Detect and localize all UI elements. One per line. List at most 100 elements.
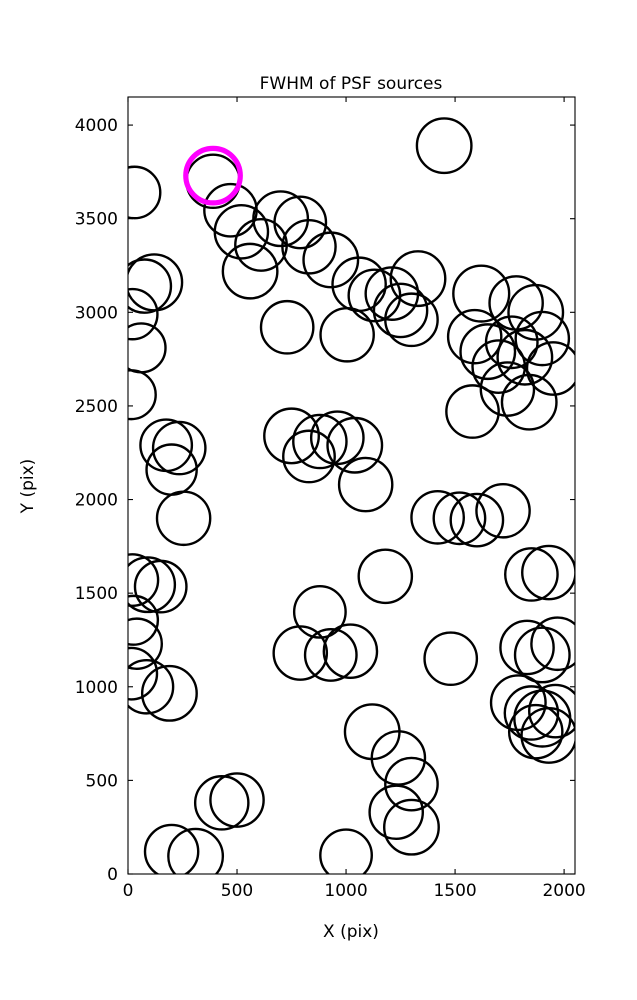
psf-source-circle — [282, 429, 336, 484]
psf-source-circle — [500, 373, 558, 431]
psf-source-circle — [384, 756, 439, 812]
psf-source-circle — [489, 674, 547, 732]
plot-frame — [127, 96, 576, 875]
psf-source-circle — [446, 308, 503, 365]
axis-titles: X (pix) Y (pix) — [18, 459, 379, 942]
psf-source-circle — [319, 306, 375, 363]
psf-source-circle — [185, 153, 241, 210]
psf-source-circle — [128, 287, 159, 341]
psf-source-circle — [514, 310, 571, 367]
psf-source-circle — [319, 828, 373, 874]
psf-source-circle — [128, 617, 163, 670]
psf-source-circle — [445, 384, 500, 439]
y-tick-label: 3000 — [75, 303, 118, 323]
psf-source-circle — [303, 628, 358, 682]
psf-source-circle — [203, 182, 258, 238]
x-tick-label: 500 — [221, 881, 253, 901]
psf-source-circle — [272, 625, 329, 681]
psf-source-circle — [322, 623, 379, 679]
psf-source-circle — [484, 315, 539, 370]
psf-source-circle — [128, 646, 159, 701]
psf-source-circle — [213, 204, 270, 260]
y-tick-label: 3500 — [75, 210, 118, 230]
psf-source-circle — [252, 190, 310, 248]
y-tick-label: 0 — [107, 865, 118, 885]
psf-source-circle — [167, 827, 225, 874]
psf-source-circle — [337, 456, 394, 513]
psf-source-circle — [496, 328, 554, 386]
psf-source-circle — [499, 619, 555, 676]
psf-source-circle — [372, 282, 429, 339]
psf-source-circle — [357, 548, 414, 605]
psf-source-circle — [432, 491, 487, 546]
psf-source-circle — [452, 264, 511, 323]
psf-source-circle — [133, 559, 188, 614]
psf-source-circle — [128, 258, 173, 314]
x-axis-ticks: 0 500 1000 1500 2000 — [123, 97, 586, 901]
y-tick-label: 4000 — [75, 116, 118, 136]
psf-source-circle — [471, 339, 527, 394]
selected-psf-source-circle — [183, 145, 243, 206]
psf-source-circle — [423, 631, 479, 687]
psf-source-circle — [273, 195, 328, 250]
psf-source-circle — [459, 323, 517, 381]
psf-source-circle — [530, 616, 575, 672]
psf-source-circle — [504, 547, 559, 602]
psf-source-circle — [525, 341, 575, 396]
y-tick-label: 2500 — [75, 397, 118, 417]
page-title: FWHM of PSF sources — [260, 74, 443, 94]
psf-source-circle — [281, 218, 337, 275]
psf-source-circle — [292, 413, 348, 470]
psf-source-circle — [302, 231, 360, 289]
psf-source-circle — [155, 490, 212, 547]
psf-source-circle — [143, 823, 200, 874]
psf-source-circle — [128, 658, 175, 715]
y-tick-label: 500 — [86, 771, 118, 791]
psf-source-circle — [503, 685, 560, 741]
psf-source-circle — [513, 626, 571, 684]
psf-source-circle — [128, 165, 162, 220]
source-markers-layer — [128, 117, 575, 874]
x-tick-label: 0 — [123, 881, 134, 901]
psf-source-circle — [368, 784, 425, 841]
psf-source-circle — [384, 292, 439, 348]
psf-source-circle — [521, 544, 575, 601]
y-tick-label: 2000 — [75, 491, 118, 511]
psf-source-circle — [475, 482, 531, 539]
psf-source-circle — [140, 664, 198, 722]
psf-source-circle — [389, 250, 447, 308]
x-tick-label: 2000 — [542, 881, 585, 901]
y-tick-label: 1500 — [75, 584, 118, 604]
y-tick-label: 1000 — [75, 678, 118, 698]
x-axis-label: X (pix) — [323, 922, 379, 942]
psf-source-circle — [128, 322, 167, 374]
psf-source-circle — [507, 283, 565, 341]
y-axis-label: Y (pix) — [18, 459, 38, 515]
psf-source-circle — [128, 369, 157, 421]
psf-source-circle — [326, 416, 384, 474]
highlight-marker-layer — [183, 145, 243, 206]
axes-frame — [127, 96, 576, 875]
psf-source-circle — [128, 594, 160, 646]
psf-source-circle — [193, 775, 250, 831]
psf-source-circle — [128, 556, 177, 614]
psf-source-circle — [520, 707, 575, 764]
psf-source-circle — [415, 117, 473, 175]
psf-source-circle — [128, 553, 160, 607]
psf-source-circle — [309, 410, 365, 466]
psf-source-circle — [410, 489, 465, 545]
psf-source-circle — [263, 407, 320, 465]
plot-title-group: FWHM of PSF sources — [260, 74, 443, 94]
psf-source-circle — [128, 253, 184, 312]
psf-source-circle — [221, 242, 279, 300]
psf-source-circle — [383, 798, 440, 856]
psf-source-circle — [528, 683, 575, 739]
x-tick-label: 1000 — [324, 881, 367, 901]
psf-source-circle — [292, 584, 347, 639]
psf-source-circle — [151, 420, 207, 476]
x-tick-label: 1500 — [433, 881, 476, 901]
psf-source-circle — [259, 299, 315, 355]
psf-source-circle — [449, 492, 505, 548]
